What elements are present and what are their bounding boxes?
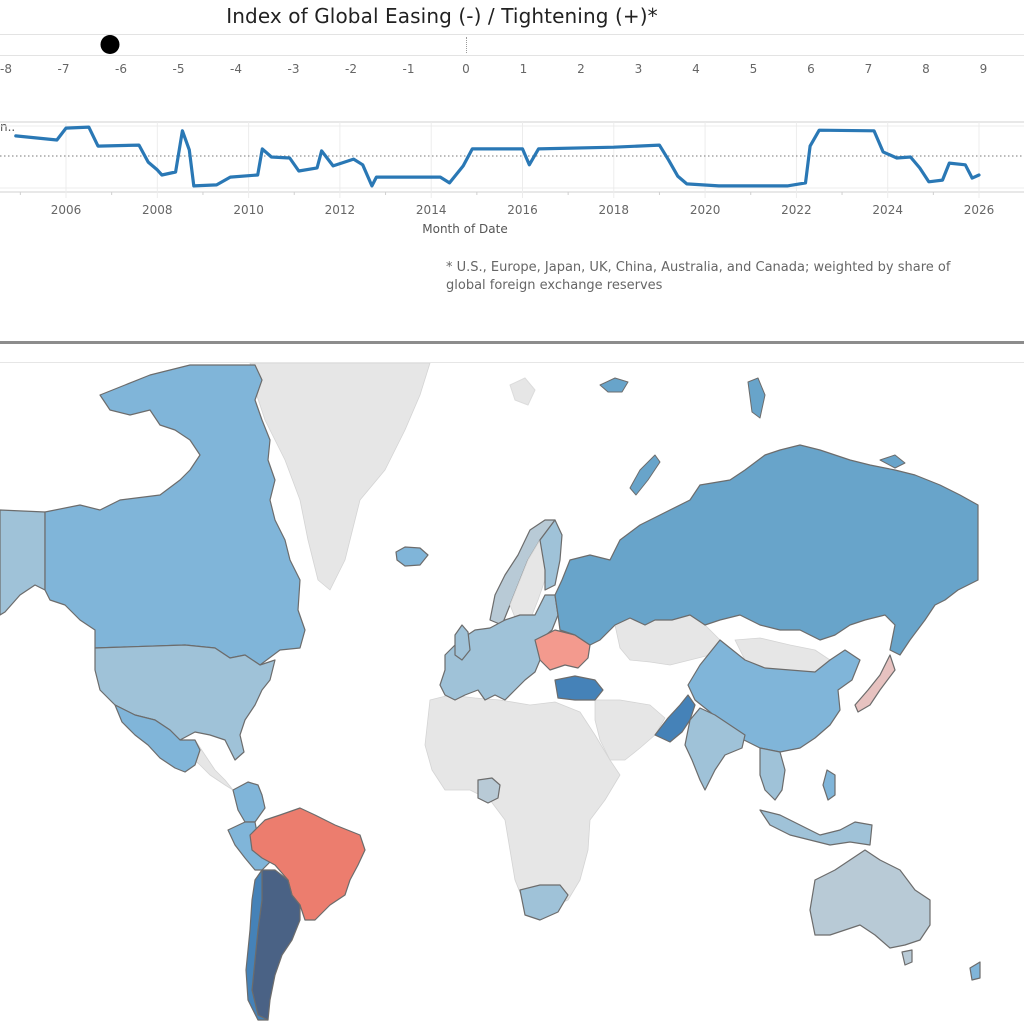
- index-axis-ticks: -8 -7 -6 -5 -4 -3 -2 -1 0 1 2 3 4 5 6 7 8 9: [0, 62, 1024, 80]
- index-line-chart: 2006 2008 2010 2012 2014 2016 2018 2020 2022 2024…: [0, 121, 1024, 217]
- country-alaska[interactable]: [0, 509, 46, 616]
- country-indonesia[interactable]: [759, 809, 873, 846]
- country-uk[interactable]: [454, 624, 471, 661]
- year-tick-label: 2024: [872, 203, 903, 217]
- country-iceland[interactable]: [395, 546, 429, 567]
- country-middle-east[interactable]: [594, 699, 666, 761]
- country-finland[interactable]: [539, 519, 563, 591]
- year-tick-label: 2018: [599, 203, 630, 217]
- arctic-island[interactable]: [629, 454, 661, 496]
- country-greenland[interactable]: [249, 363, 431, 591]
- country-nigeria[interactable]: [477, 777, 501, 804]
- axis-tick-label: -5: [172, 62, 185, 76]
- axis-tick-label: 2: [577, 62, 585, 76]
- country-chile[interactable]: [245, 869, 269, 1021]
- country-tasmania[interactable]: [901, 949, 913, 966]
- country-new-zealand[interactable]: [969, 961, 981, 981]
- x-axis-label: Month of Date: [422, 222, 508, 236]
- country-south-africa[interactable]: [519, 884, 569, 921]
- axis-tick-label: 8: [922, 62, 930, 76]
- axis-tick-label: -6: [115, 62, 127, 76]
- country-russia[interactable]: [554, 444, 979, 656]
- world-choropleth-map[interactable]: [0, 363, 1024, 1024]
- footnote-line-1: * U.S., Europe, Japan, UK, China, Austra…: [446, 260, 951, 275]
- country-colombia[interactable]: [232, 781, 266, 823]
- country-japan[interactable]: [854, 654, 896, 713]
- axis-tick-label: -3: [287, 62, 300, 76]
- map-top-border: [0, 362, 1024, 363]
- country-ukraine[interactable]: [534, 629, 591, 671]
- country-australia[interactable]: [809, 849, 931, 949]
- axis-tick-label: 4: [692, 62, 700, 76]
- section-divider: [0, 341, 1024, 344]
- footnote: * U.S., Europe, Japan, UK, China, Austra…: [446, 259, 1016, 295]
- axis-tick-label: 9: [979, 62, 988, 76]
- year-tick-label: 2026: [964, 203, 995, 217]
- axis-tick-label: -4: [230, 62, 242, 76]
- country-india[interactable]: [684, 707, 746, 791]
- year-tick-label: 2020: [690, 203, 721, 217]
- axis-tick-label: 7: [864, 62, 873, 76]
- year-tick-label: 2008: [142, 203, 173, 217]
- country-se-asia[interactable]: [759, 747, 786, 801]
- zero-reference-line: [466, 37, 467, 53]
- axis-tick-label: -8: [0, 62, 12, 76]
- axis-tick-label: -7: [57, 62, 70, 76]
- arctic-island[interactable]: [599, 377, 629, 393]
- index-series-line[interactable]: [14, 125, 981, 188]
- country-brazil[interactable]: [249, 807, 366, 921]
- axis-tick-label: 3: [634, 62, 643, 76]
- year-tick-label: 2016: [507, 203, 538, 217]
- index-dot-strip: [0, 34, 1024, 56]
- axis-tick-label: 0: [462, 62, 470, 76]
- footnote-line-2: global foreign exchange reserves: [446, 278, 663, 293]
- country-pakistan[interactable]: [654, 694, 696, 743]
- year-tick-label: 2014: [416, 203, 447, 217]
- current-index-marker[interactable]: [100, 35, 119, 54]
- axis-tick-label: 1: [519, 62, 528, 76]
- arctic-island[interactable]: [747, 377, 766, 419]
- axis-tick-label: 6: [807, 62, 815, 76]
- year-tick-label: 2022: [781, 203, 812, 217]
- country-africa[interactable]: [424, 694, 621, 911]
- year-tick-label: 2010: [233, 203, 264, 217]
- truncated-axis-label: n..: [0, 120, 16, 134]
- arctic-island[interactable]: [879, 454, 906, 469]
- country-turkey[interactable]: [554, 675, 604, 701]
- year-tick-label: 2012: [325, 203, 356, 217]
- axis-tick-label: -2: [345, 62, 357, 76]
- axis-tick-label: -1: [402, 62, 415, 76]
- chart-title: Index of Global Easing (-) / Tightening …: [226, 4, 658, 28]
- axis-tick-label: 5: [749, 62, 758, 76]
- year-tick-label: 2006: [51, 203, 82, 217]
- country-philippines[interactable]: [822, 769, 836, 801]
- country-europe[interactable]: [439, 594, 559, 701]
- arctic-island[interactable]: [509, 377, 536, 406]
- country-mexico[interactable]: [114, 704, 201, 773]
